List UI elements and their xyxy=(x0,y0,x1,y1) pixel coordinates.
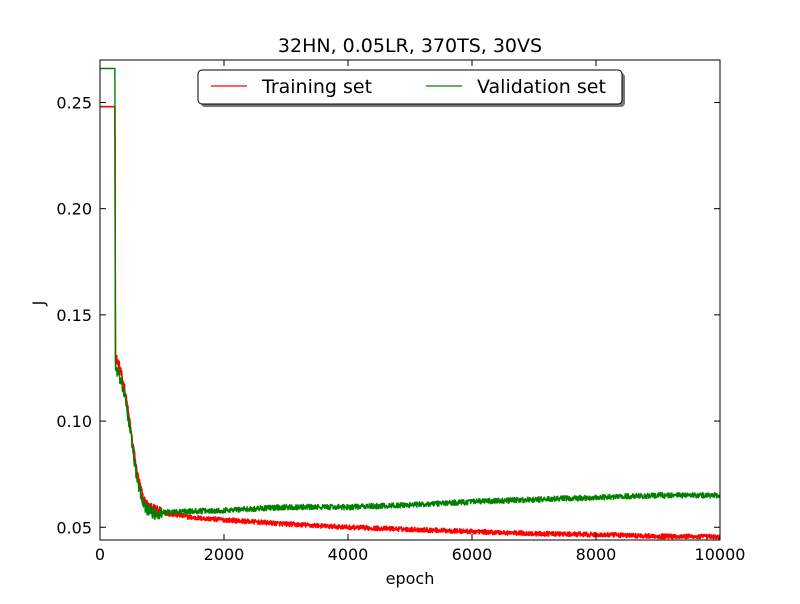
legend-label-training: Training set xyxy=(261,76,372,98)
series-line-validation xyxy=(100,67,720,521)
x-axis-ticks: 0 2000 4000 6000 8000 10000 xyxy=(95,60,746,564)
legend: Training set Validation set xyxy=(197,69,625,107)
x-axis-label: epoch xyxy=(386,569,435,588)
y-axis-label: J xyxy=(29,301,48,307)
x-tick-label: 8000 xyxy=(576,545,617,564)
series-line-training xyxy=(100,105,720,540)
x-tick-label: 0 xyxy=(95,545,105,564)
plot-area xyxy=(100,67,720,540)
y-tick-label: 0.25 xyxy=(56,93,92,112)
x-tick-label: 10000 xyxy=(695,545,746,564)
y-tick-label: 0.15 xyxy=(56,306,92,325)
y-tick-label: 0.10 xyxy=(56,412,92,431)
legend-box xyxy=(197,69,623,105)
axes-frame xyxy=(99,59,721,541)
y-tick-label: 0.20 xyxy=(56,200,92,219)
axes-border xyxy=(99,59,721,541)
x-tick-label: 6000 xyxy=(452,545,493,564)
legend-label-validation: Validation set xyxy=(477,76,606,98)
x-tick-label: 2000 xyxy=(204,545,245,564)
x-tick-label: 4000 xyxy=(328,545,369,564)
y-tick-label: 0.05 xyxy=(56,518,92,537)
y-axis-ticks: 0.05 0.10 0.15 0.20 0.25 xyxy=(56,93,720,537)
chart-title: 32HN, 0.05LR, 370TS, 30VS xyxy=(278,35,542,57)
